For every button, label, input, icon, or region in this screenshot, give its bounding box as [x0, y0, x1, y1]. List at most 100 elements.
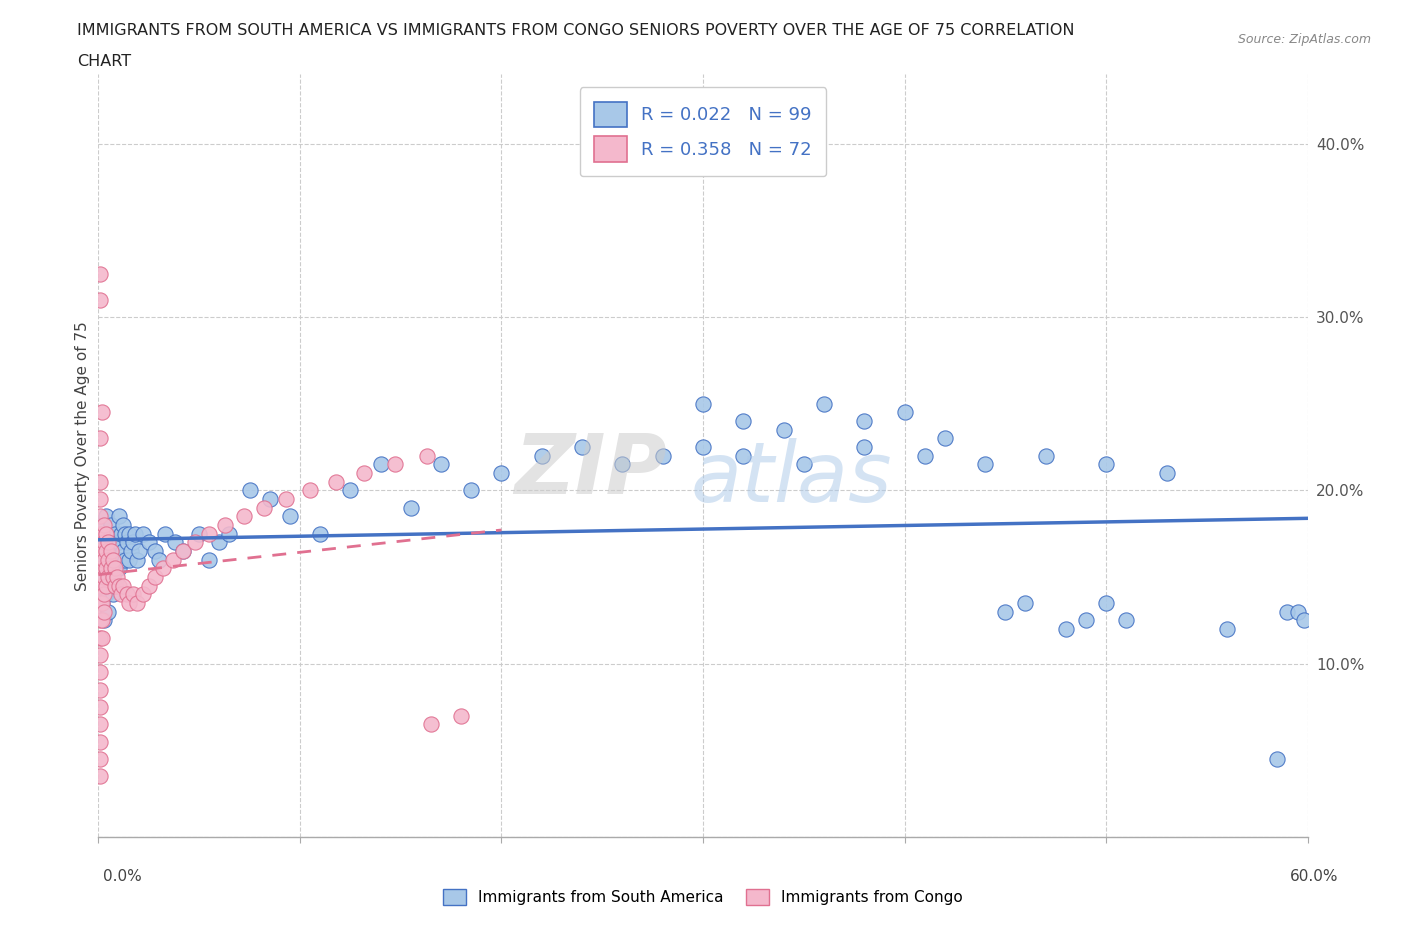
Point — [125, 552, 148, 567]
Point — [184, 535, 207, 550]
Point — [97, 535, 120, 550]
Point — [128, 543, 150, 558]
Point — [101, 569, 124, 584]
Point — [89, 492, 111, 507]
Point — [172, 543, 194, 558]
Point — [111, 543, 134, 558]
Point — [89, 266, 111, 281]
Point — [93, 587, 115, 602]
Point — [111, 578, 134, 593]
Point — [733, 414, 755, 429]
Point — [138, 578, 160, 593]
Point — [93, 587, 115, 602]
Point — [96, 535, 118, 550]
Point — [103, 561, 125, 576]
Point — [1014, 595, 1036, 610]
Point — [89, 552, 111, 567]
Point — [96, 526, 118, 541]
Point — [143, 569, 166, 584]
Point — [132, 526, 155, 541]
Point — [89, 578, 111, 593]
Point — [384, 457, 406, 472]
Point — [96, 561, 118, 576]
Point — [96, 509, 118, 524]
Point — [100, 561, 122, 576]
Point — [97, 569, 120, 584]
Point — [96, 587, 118, 602]
Point — [97, 552, 120, 567]
Point — [89, 561, 111, 576]
Point — [162, 552, 184, 567]
Point — [1292, 613, 1315, 628]
Point — [853, 414, 876, 429]
Point — [103, 552, 125, 567]
Point — [101, 552, 124, 567]
Point — [172, 543, 194, 558]
Point — [118, 595, 141, 610]
Point — [1216, 621, 1239, 636]
Point — [103, 578, 125, 593]
Point — [692, 396, 714, 411]
Point — [93, 613, 115, 628]
Point — [89, 595, 111, 610]
Point — [143, 543, 166, 558]
Point — [101, 535, 124, 550]
Point — [103, 578, 125, 593]
Point — [89, 647, 111, 662]
Point — [89, 613, 111, 628]
Point — [148, 552, 170, 567]
Point — [101, 587, 124, 602]
Point — [813, 396, 835, 411]
Point — [853, 440, 876, 455]
Point — [107, 509, 129, 524]
Point — [1277, 604, 1299, 619]
Point — [89, 751, 111, 766]
Point — [208, 535, 231, 550]
Point — [1156, 466, 1178, 481]
Point — [89, 292, 111, 307]
Point — [299, 483, 322, 498]
Point — [152, 561, 174, 576]
Point — [105, 569, 128, 584]
Text: Source: ZipAtlas.com: Source: ZipAtlas.com — [1237, 33, 1371, 46]
Point — [89, 735, 111, 750]
Point — [153, 526, 176, 541]
Point — [89, 665, 111, 680]
Point — [253, 500, 276, 515]
Point — [232, 509, 254, 524]
Point — [259, 492, 281, 507]
Point — [450, 709, 472, 724]
Point — [89, 631, 111, 645]
Text: CHART: CHART — [77, 54, 131, 69]
Point — [651, 448, 673, 463]
Point — [91, 595, 114, 610]
Point — [97, 578, 120, 593]
Point — [571, 440, 593, 455]
Point — [118, 552, 141, 567]
Point — [91, 405, 114, 419]
Point — [91, 613, 114, 628]
Point — [138, 535, 160, 550]
Point — [994, 604, 1017, 619]
Point — [934, 431, 956, 445]
Point — [460, 483, 482, 498]
Point — [100, 569, 122, 584]
Point — [115, 587, 138, 602]
Point — [114, 526, 136, 541]
Point — [124, 526, 146, 541]
Point — [91, 518, 114, 533]
Point — [325, 474, 347, 489]
Point — [105, 535, 128, 550]
Point — [1074, 613, 1097, 628]
Point — [89, 526, 111, 541]
Point — [420, 717, 443, 732]
Point — [278, 509, 301, 524]
Point — [733, 448, 755, 463]
Point — [612, 457, 634, 472]
Point — [93, 552, 115, 567]
Point — [163, 535, 186, 550]
Y-axis label: Seniors Poverty Over the Age of 75: Seniors Poverty Over the Age of 75 — [75, 321, 90, 591]
Point — [96, 561, 118, 576]
Point — [93, 535, 115, 550]
Point — [309, 526, 332, 541]
